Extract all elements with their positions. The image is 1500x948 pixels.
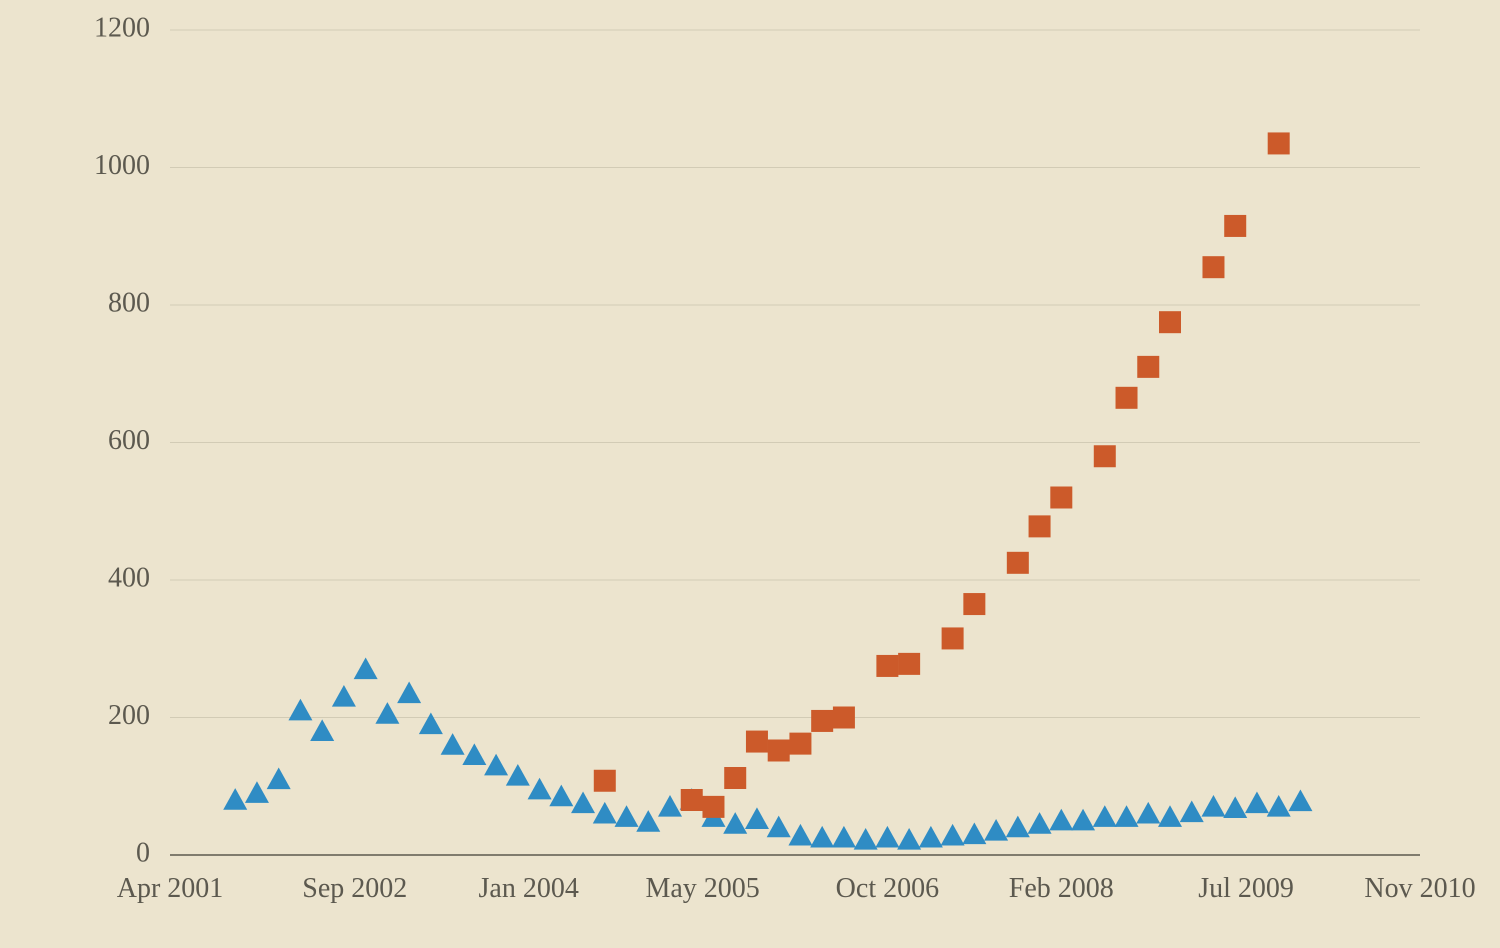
square-marker [1116, 387, 1138, 409]
square-marker [1137, 356, 1159, 378]
x-tick-label: Feb 2008 [1009, 873, 1114, 904]
square-marker [811, 710, 833, 732]
y-tick-label: 1200 [94, 12, 150, 43]
y-tick-label: 800 [108, 287, 150, 318]
square-marker [681, 789, 703, 811]
square-marker [1202, 256, 1224, 278]
square-marker [724, 767, 746, 789]
y-tick-label: 200 [108, 700, 150, 731]
square-marker [876, 655, 898, 677]
y-tick-label: 1000 [94, 150, 150, 181]
square-marker [702, 796, 724, 818]
y-tick-label: 600 [108, 425, 150, 456]
x-tick-label: Oct 2006 [836, 873, 939, 904]
square-marker [1007, 552, 1029, 574]
x-tick-label: Jan 2004 [479, 873, 579, 904]
y-tick-label: 0 [136, 837, 150, 868]
square-marker [1050, 487, 1072, 509]
square-marker [963, 593, 985, 615]
x-tick-label: Nov 2010 [1364, 873, 1475, 904]
square-marker [768, 740, 790, 762]
y-tick-label: 400 [108, 562, 150, 593]
square-marker [833, 707, 855, 729]
square-marker [746, 731, 768, 753]
x-tick-label: Apr 2001 [117, 873, 224, 904]
x-tick-label: Jul 2009 [1198, 873, 1294, 904]
square-marker [789, 733, 811, 755]
square-marker [1029, 515, 1051, 537]
square-marker [1094, 445, 1116, 467]
scatter-chart: 0 200 400 600 800 1000 1200 Apr 2001 Sep 2002 Jan… [0, 0, 1500, 948]
square-marker [1159, 311, 1181, 333]
square-marker [1268, 132, 1290, 154]
square-marker [594, 770, 616, 792]
x-tick-label: Sep 2002 [302, 873, 407, 904]
x-tick-label: May 2005 [645, 873, 759, 904]
square-marker [898, 653, 920, 675]
square-marker [942, 627, 964, 649]
square-marker [1224, 215, 1246, 237]
chart-container: 0 200 400 600 800 1000 1200 Apr 2001 Sep 2002 Jan… [0, 0, 1500, 948]
